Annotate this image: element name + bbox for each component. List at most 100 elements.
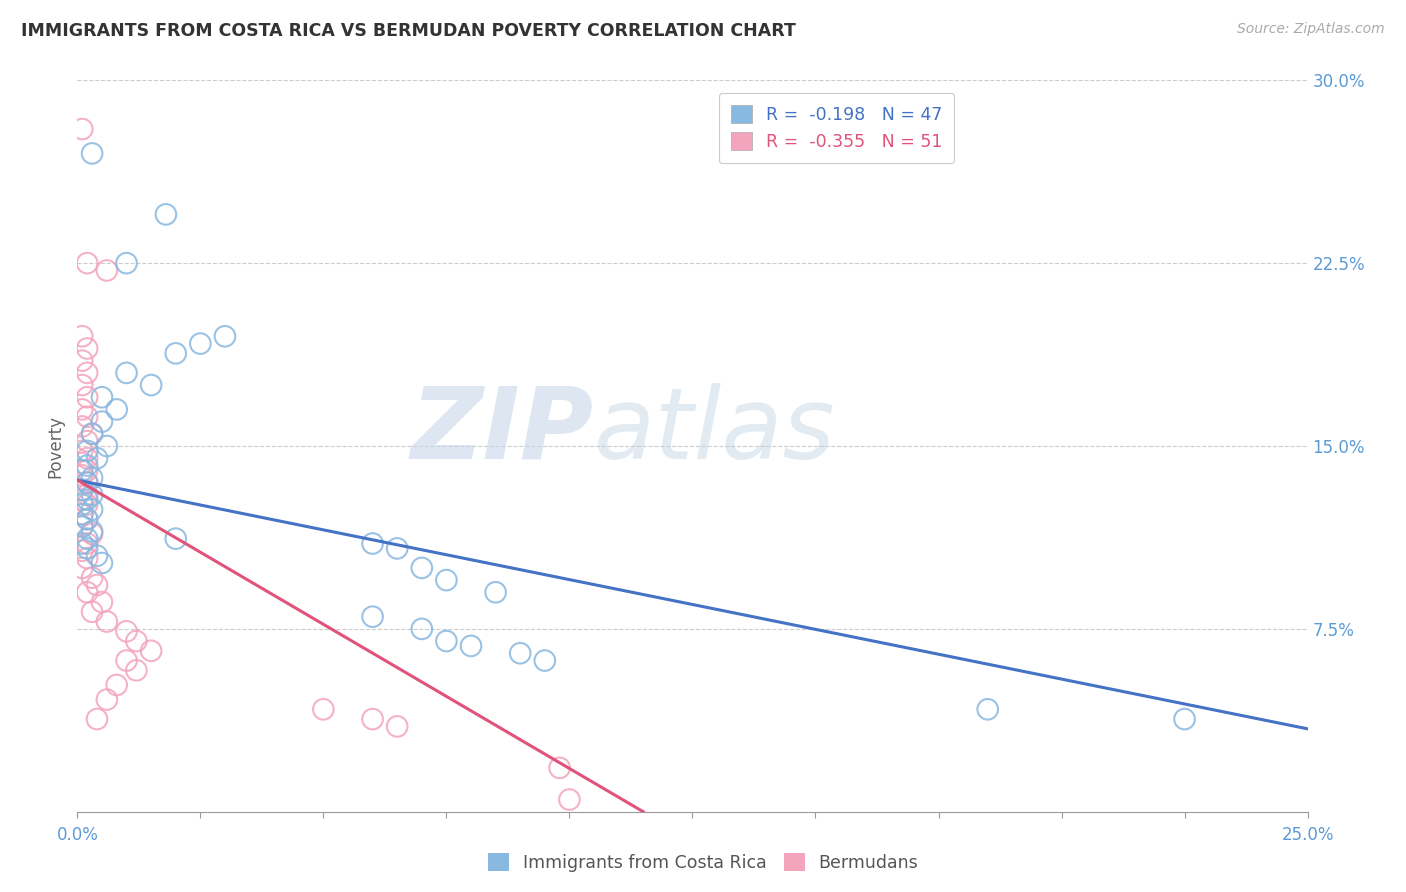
Point: [86, 578, 108, 592]
Point: [76, 451, 98, 466]
Point: [76, 342, 98, 356]
Point: [165, 346, 187, 360]
Point: [82, 526, 104, 541]
Point: [76, 492, 98, 507]
Point: [411, 561, 433, 575]
Point: [76, 475, 98, 490]
Point: [76, 512, 98, 526]
Point: [70, 483, 93, 497]
Point: [76, 585, 98, 599]
Point: [361, 536, 384, 550]
Point: [141, 378, 163, 392]
Text: Source: ZipAtlas.com: Source: ZipAtlas.com: [1237, 22, 1385, 37]
Point: [70, 498, 93, 512]
Point: [82, 524, 104, 539]
Point: [96, 615, 118, 629]
Legend: R =  -0.198   N = 47, R =  -0.355   N = 51: R = -0.198 N = 47, R = -0.355 N = 51: [718, 93, 955, 163]
Point: [70, 519, 93, 533]
Point: [70, 419, 93, 434]
Point: [70, 329, 93, 343]
Point: [70, 561, 93, 575]
Point: [76, 536, 98, 550]
Point: [70, 456, 93, 470]
Point: [76, 475, 98, 490]
Point: [115, 366, 138, 380]
Point: [70, 353, 93, 368]
Point: [214, 329, 236, 343]
Point: [70, 122, 93, 136]
Point: [115, 624, 138, 639]
Point: [534, 654, 557, 668]
Point: [361, 712, 384, 726]
Point: [90, 415, 114, 429]
Text: ZIP: ZIP: [411, 383, 595, 480]
Point: [70, 443, 93, 458]
Point: [1174, 712, 1197, 726]
Point: [436, 634, 458, 648]
Point: [460, 639, 482, 653]
Point: [76, 434, 98, 449]
Point: [76, 512, 98, 526]
Point: [76, 390, 98, 404]
Point: [86, 712, 108, 726]
Point: [436, 573, 458, 587]
Point: [76, 458, 98, 473]
Point: [361, 609, 384, 624]
Y-axis label: Poverty: Poverty: [46, 415, 65, 477]
Point: [82, 426, 104, 441]
Point: [548, 761, 571, 775]
Point: [485, 585, 508, 599]
Point: [115, 256, 138, 270]
Point: [509, 646, 531, 660]
Point: [385, 719, 409, 733]
Point: [558, 792, 581, 806]
Point: [76, 488, 98, 502]
Point: [977, 702, 1000, 716]
Text: atlas: atlas: [595, 383, 835, 480]
Point: [411, 622, 433, 636]
Point: [70, 492, 93, 507]
Point: [76, 409, 98, 424]
Point: [70, 508, 93, 522]
Point: [82, 605, 104, 619]
Point: [82, 146, 104, 161]
Point: [70, 378, 93, 392]
Point: [70, 468, 93, 483]
Point: [141, 644, 163, 658]
Point: [115, 654, 138, 668]
Point: [96, 263, 118, 277]
Point: [86, 451, 108, 466]
Text: IMMIGRANTS FROM COSTA RICA VS BERMUDAN POVERTY CORRELATION CHART: IMMIGRANTS FROM COSTA RICA VS BERMUDAN P…: [21, 22, 796, 40]
Point: [70, 483, 93, 497]
Point: [70, 519, 93, 533]
Point: [312, 702, 335, 716]
Point: [76, 532, 98, 546]
Point: [76, 463, 98, 477]
Point: [165, 532, 187, 546]
Point: [70, 544, 93, 558]
Point: [70, 508, 93, 522]
Point: [385, 541, 409, 556]
Point: [76, 498, 98, 512]
Point: [96, 692, 118, 706]
Point: [76, 256, 98, 270]
Point: [76, 366, 98, 380]
Point: [82, 502, 104, 516]
Point: [90, 556, 114, 570]
Point: [90, 595, 114, 609]
Point: [125, 663, 148, 677]
Point: [76, 541, 98, 556]
Point: [76, 443, 98, 458]
Point: [90, 390, 114, 404]
Point: [70, 402, 93, 417]
Legend: Immigrants from Costa Rica, Bermudans: Immigrants from Costa Rica, Bermudans: [481, 847, 925, 879]
Point: [125, 634, 148, 648]
Point: [82, 488, 104, 502]
Point: [82, 426, 104, 441]
Point: [96, 439, 118, 453]
Point: [76, 551, 98, 566]
Point: [105, 402, 128, 417]
Point: [155, 207, 177, 221]
Point: [70, 536, 93, 550]
Point: [82, 471, 104, 485]
